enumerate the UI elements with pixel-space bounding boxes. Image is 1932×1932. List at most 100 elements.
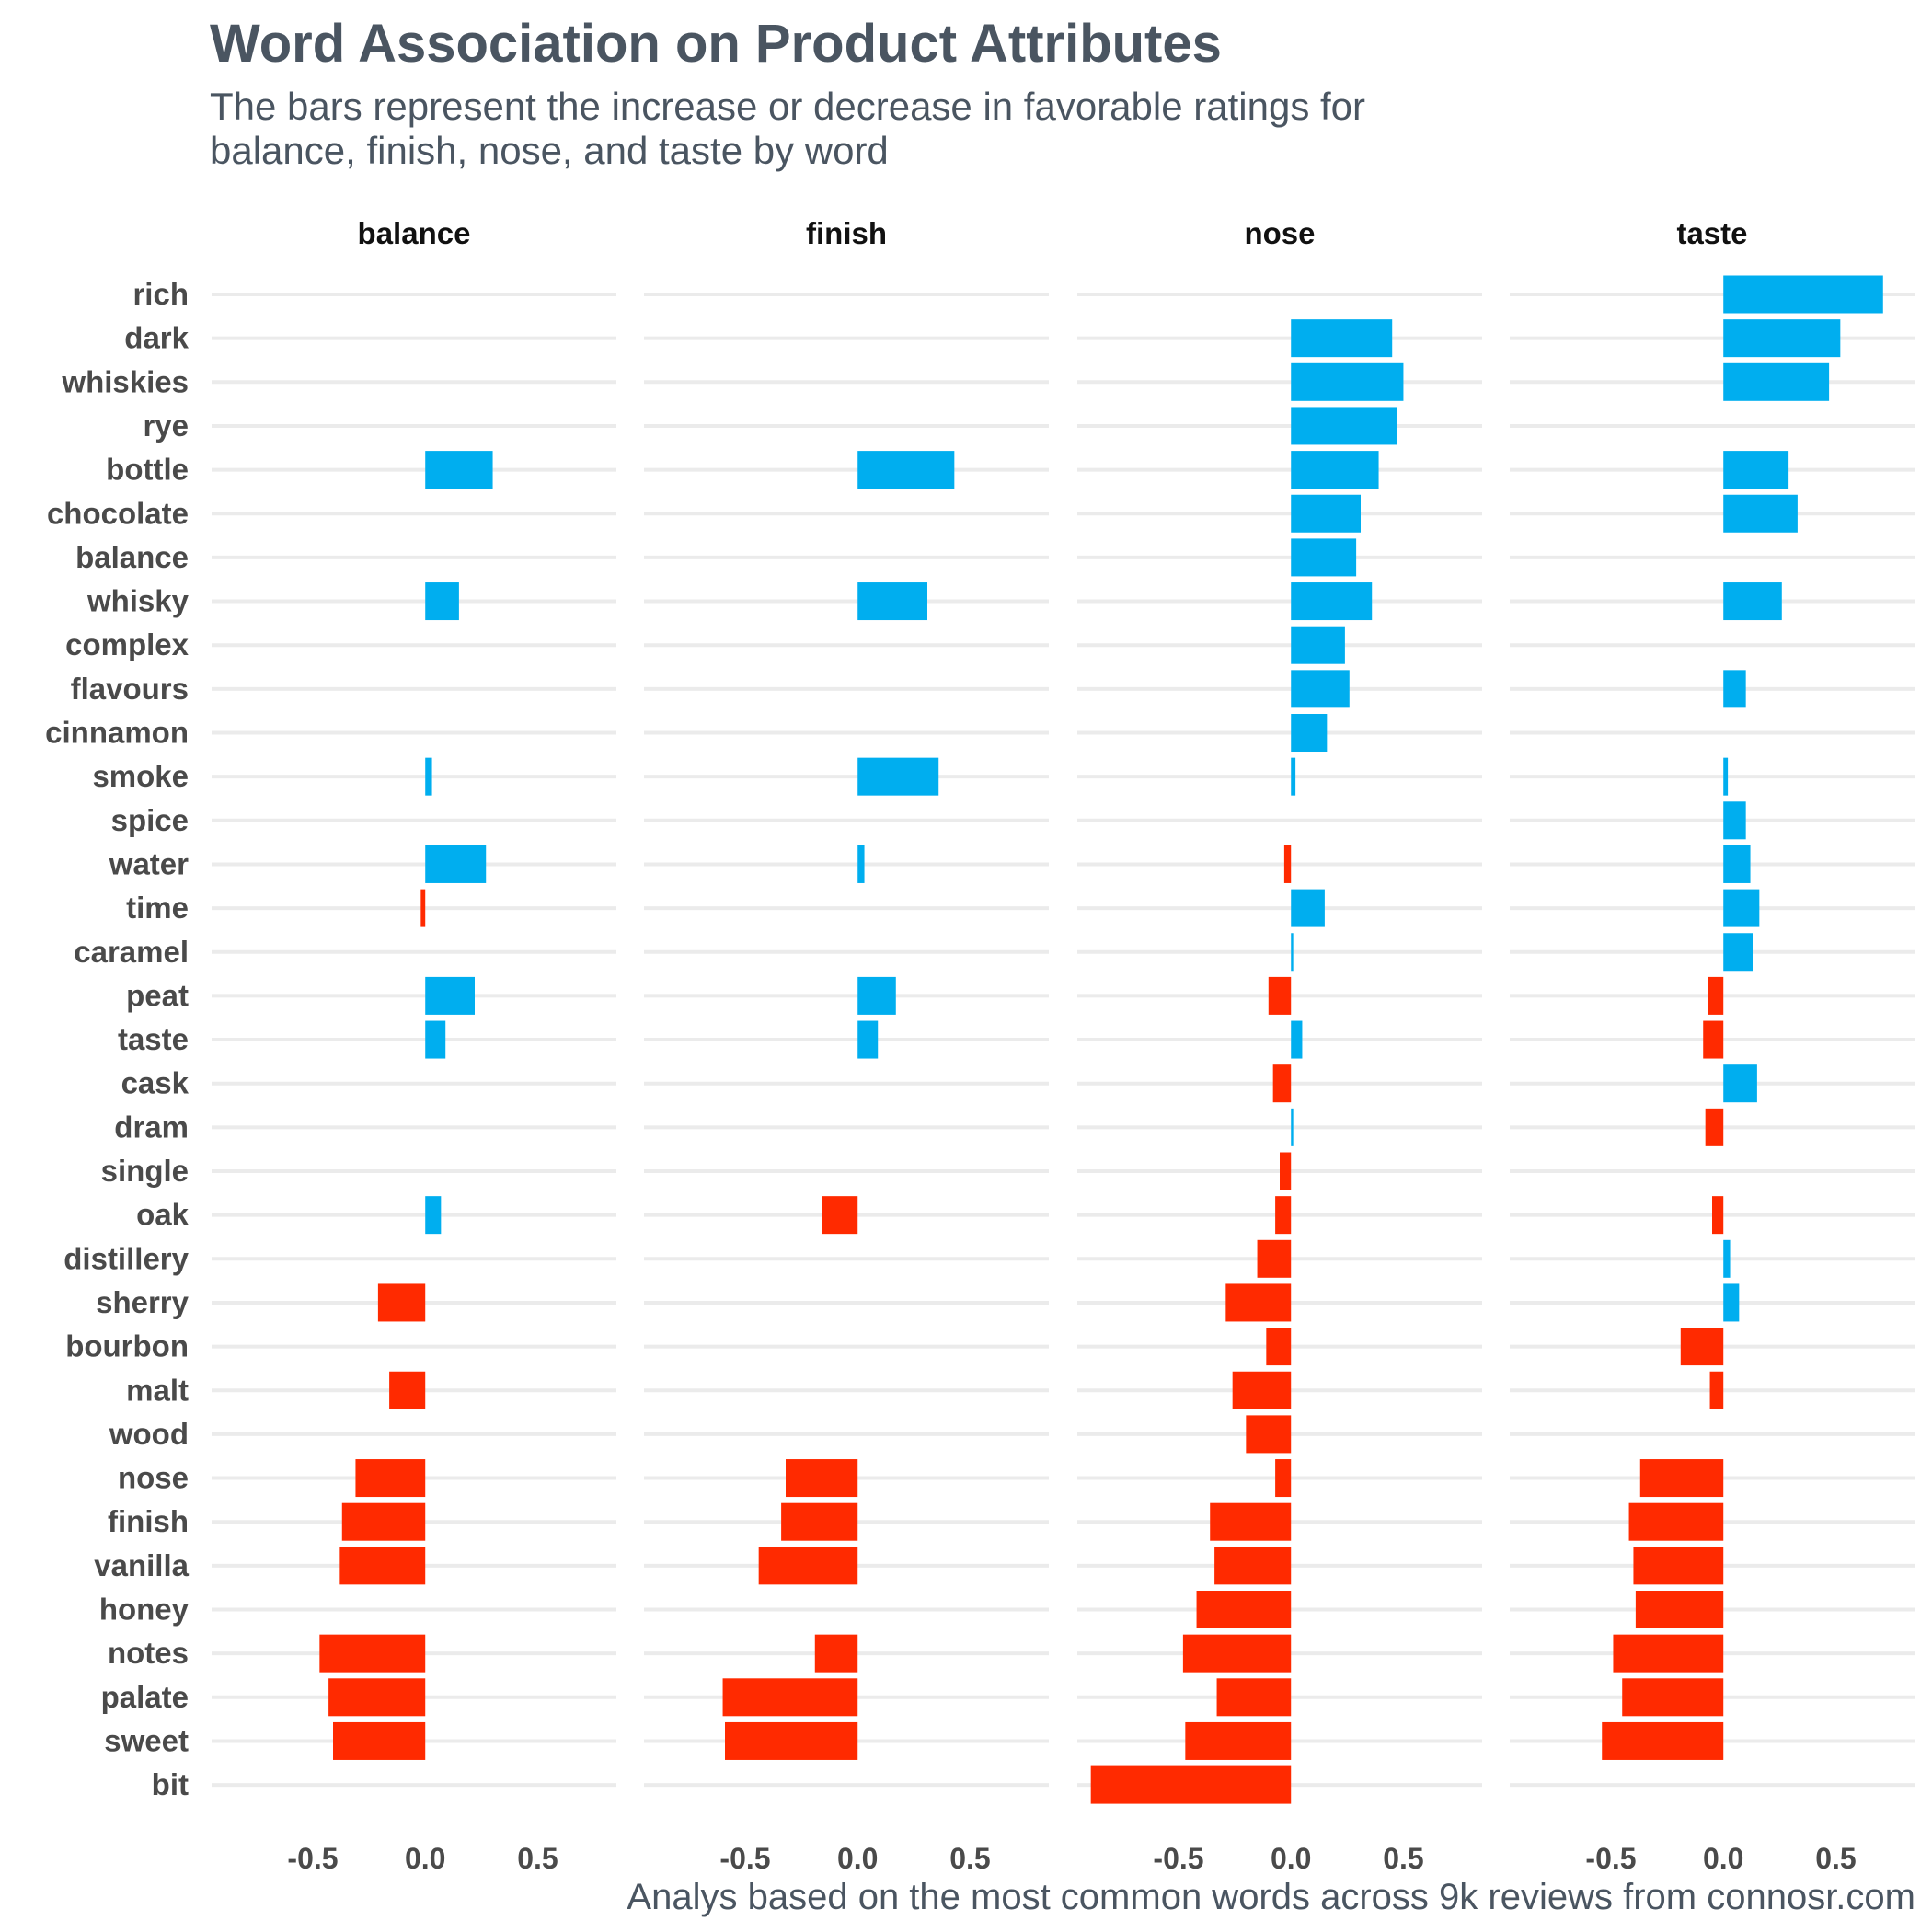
y-label-distillery: distillery	[63, 1241, 189, 1275]
bar-balance-malt	[389, 1371, 426, 1409]
y-label-balance: balance	[75, 540, 189, 574]
bar-balance-oak	[425, 1196, 442, 1235]
bar-nose-oak	[1275, 1196, 1292, 1235]
y-label-single: single	[101, 1154, 189, 1188]
bar-nose-palate	[1216, 1678, 1292, 1717]
chart-subtitle-line-2: balance, finish, nose, and taste by word	[210, 129, 889, 172]
bar-taste-cask	[1723, 1064, 1757, 1103]
y-label-wood: wood	[109, 1417, 189, 1451]
bar-nose-dram	[1291, 1108, 1294, 1146]
bar-nose-finish	[1210, 1502, 1292, 1541]
bar-taste-sweet	[1602, 1721, 1724, 1760]
y-label-notes: notes	[108, 1636, 189, 1670]
bar-nose-vanilla	[1214, 1547, 1292, 1585]
facet-panel-finish: finish -0.5 0.0 0.5	[644, 216, 1049, 1875]
bar-balance-finish	[341, 1502, 426, 1541]
x-tick-label: 0.5	[1383, 1842, 1423, 1875]
y-label-oak: oak	[136, 1198, 190, 1232]
bar-balance-time	[420, 889, 426, 927]
bar-taste-bottle	[1723, 451, 1789, 489]
bar-balance-sherry	[377, 1283, 426, 1322]
chart-title: Word Association on Product Attributes	[210, 14, 1222, 74]
bar-nose-caramel	[1291, 933, 1294, 972]
bar-nose-flavours	[1291, 670, 1350, 708]
bar-taste-honey	[1635, 1591, 1724, 1628]
bar-nose-distillery	[1257, 1239, 1292, 1278]
bar-taste-flavours	[1723, 670, 1746, 708]
x-tick-label: 0.0	[405, 1842, 445, 1875]
y-label-chocolate: chocolate	[47, 496, 189, 530]
bar-taste-taste	[1703, 1020, 1724, 1059]
facet-label-finish: finish	[806, 216, 887, 250]
y-label-malt: malt	[126, 1373, 189, 1407]
y-label-honey: honey	[99, 1593, 190, 1627]
bar-finish-smoke	[857, 757, 939, 796]
bar-taste-sherry	[1723, 1283, 1740, 1322]
bar-nose-honey	[1196, 1591, 1292, 1628]
facet-panel-nose: nose -0.5 0.0 0.5	[1077, 216, 1482, 1875]
x-tick-label: -0.5	[287, 1842, 338, 1875]
facet-label-balance: balance	[358, 216, 471, 250]
bar-taste-palate	[1622, 1678, 1724, 1717]
bar-taste-rich	[1723, 275, 1883, 314]
bar-finish-finish	[781, 1502, 858, 1541]
bar-taste-chocolate	[1723, 494, 1798, 533]
bar-taste-peat	[1708, 976, 1724, 1015]
y-label-bit: bit	[152, 1767, 189, 1801]
bar-taste-notes	[1613, 1634, 1724, 1673]
y-label-bottle: bottle	[106, 453, 189, 487]
bar-nose-complex	[1291, 626, 1345, 664]
bar-nose-malt	[1232, 1371, 1292, 1409]
bar-finish-vanilla	[758, 1547, 858, 1585]
x-tick-label: -0.5	[1153, 1842, 1203, 1875]
y-label-sweet: sweet	[104, 1723, 189, 1757]
bar-nose-notes	[1182, 1634, 1292, 1673]
bar-nose-sweet	[1185, 1721, 1292, 1760]
bar-taste-malt	[1709, 1371, 1724, 1409]
bar-taste-dark	[1723, 319, 1841, 358]
bar-nose-taste	[1291, 1020, 1303, 1059]
x-tick-label: 0.5	[1815, 1842, 1856, 1875]
y-label-whiskies: whiskies	[61, 364, 189, 398]
bar-taste-whisky	[1723, 582, 1782, 621]
y-label-finish: finish	[108, 1504, 189, 1538]
bar-balance-peat	[425, 976, 475, 1015]
bar-balance-palate	[328, 1678, 426, 1717]
bar-finish-oak	[822, 1196, 858, 1235]
bar-nose-single	[1280, 1152, 1292, 1190]
facet-label-taste: taste	[1676, 216, 1747, 250]
bar-nose-cask	[1272, 1064, 1292, 1103]
bar-finish-water	[857, 845, 865, 883]
bar-taste-oak	[1712, 1196, 1724, 1235]
y-label-nose: nose	[118, 1461, 189, 1495]
y-label-sherry: sherry	[96, 1285, 190, 1319]
y-label-cask: cask	[121, 1066, 190, 1100]
x-tick-label: -0.5	[1585, 1842, 1636, 1875]
bar-nose-cinnamon	[1291, 714, 1328, 752]
x-tick-label: 0.5	[517, 1842, 558, 1875]
bar-nose-whisky	[1291, 582, 1373, 621]
bar-finish-peat	[857, 976, 896, 1015]
bar-finish-notes	[814, 1634, 858, 1673]
bar-balance-whisky	[425, 582, 459, 621]
bar-taste-time	[1723, 889, 1760, 927]
x-tick-label: -0.5	[719, 1842, 770, 1875]
bar-finish-bottle	[857, 451, 955, 489]
bar-taste-bourbon	[1680, 1328, 1724, 1366]
y-label-rye: rye	[143, 408, 189, 443]
bar-nose-time	[1291, 889, 1325, 927]
x-tick-label: 0.0	[1703, 1842, 1743, 1875]
y-label-caramel: caramel	[74, 935, 189, 969]
chart-subtitle-line-1: The bars represent the increase or decre…	[210, 85, 1365, 128]
bar-taste-vanilla	[1633, 1547, 1724, 1585]
bar-nose-chocolate	[1291, 494, 1361, 533]
bar-nose-nose	[1275, 1459, 1292, 1498]
bar-nose-water	[1283, 845, 1292, 883]
y-label-flavours: flavours	[71, 672, 189, 706]
y-label-dark: dark	[124, 321, 189, 355]
y-label-peat: peat	[126, 978, 189, 1012]
x-tick-label: 0.5	[949, 1842, 990, 1875]
y-label-spice: spice	[111, 803, 189, 837]
x-tick-label: 0.0	[1271, 1842, 1311, 1875]
